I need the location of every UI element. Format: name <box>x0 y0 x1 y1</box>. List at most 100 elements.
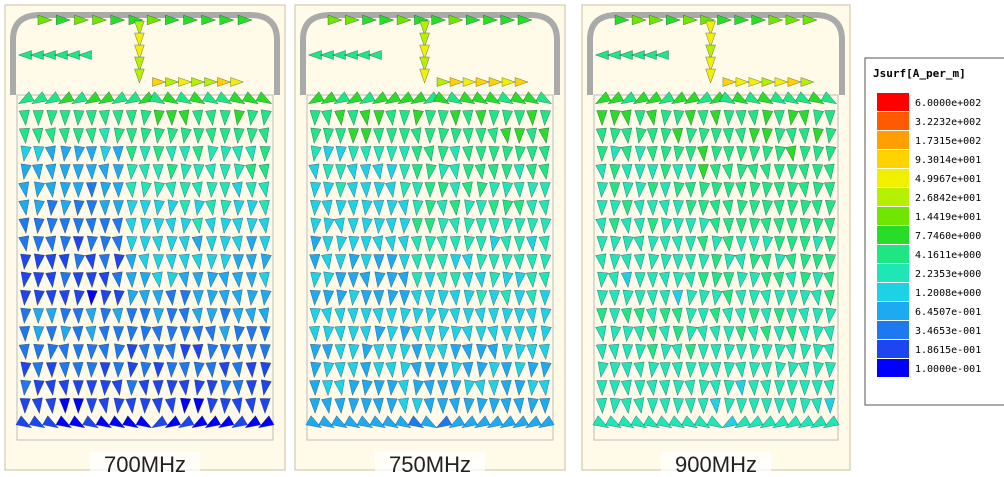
current-arrow <box>165 14 180 26</box>
current-arrow <box>166 236 178 252</box>
current-arrow <box>153 146 165 162</box>
current-arrow <box>411 398 423 414</box>
current-arrow <box>620 145 632 162</box>
legend-label: 1.0000e-001 <box>915 364 981 375</box>
current-arrow <box>309 308 321 324</box>
current-arrow <box>633 217 645 234</box>
current-arrow <box>98 271 110 288</box>
current-arrow <box>448 217 460 234</box>
current-arrow <box>769 91 787 105</box>
current-arrow <box>165 181 177 198</box>
current-arrow <box>497 91 514 105</box>
current-arrow <box>622 289 634 306</box>
current-arrow <box>126 344 138 360</box>
current-arrow <box>696 325 708 342</box>
current-arrow <box>812 253 824 270</box>
current-arrow <box>58 91 75 105</box>
current-arrow <box>139 236 151 252</box>
current-arrow <box>540 217 552 234</box>
current-arrow <box>114 343 126 360</box>
current-arrow <box>614 14 630 26</box>
current-arrow <box>621 127 632 144</box>
current-arrow <box>164 415 182 429</box>
current-arrow <box>419 20 430 36</box>
current-arrow <box>320 91 338 105</box>
current-arrow <box>259 236 271 252</box>
current-arrow <box>33 344 45 360</box>
current-arrow <box>474 415 491 429</box>
current-arrow <box>234 109 245 126</box>
current-arrow <box>219 344 231 360</box>
current-arrow <box>207 397 219 414</box>
current-arrow <box>20 163 32 180</box>
current-arrow <box>85 307 97 324</box>
current-arrow <box>207 145 219 162</box>
current-arrow <box>234 325 245 342</box>
current-arrow <box>140 181 152 198</box>
current-arrow <box>825 362 836 378</box>
current-arrow <box>334 362 346 378</box>
current-arrow <box>527 181 539 198</box>
current-arrow <box>245 145 257 162</box>
current-arrow <box>620 253 632 270</box>
current-arrow <box>722 77 737 87</box>
current-arrow <box>321 199 333 216</box>
current-arrow <box>178 271 190 288</box>
current-arrow <box>474 379 486 396</box>
current-arrow <box>424 290 436 306</box>
current-arrow <box>140 217 152 234</box>
current-arrow <box>60 307 72 324</box>
current-arrow <box>138 289 150 306</box>
legend-label: 3.4653e-001 <box>915 326 981 337</box>
current-arrow <box>135 415 152 429</box>
current-arrow <box>258 217 270 234</box>
current-arrow <box>759 415 777 429</box>
current-arrow <box>60 235 72 252</box>
current-arrow <box>140 127 152 144</box>
current-arrow <box>18 235 30 252</box>
current-arrow <box>785 397 797 414</box>
current-arrow <box>321 253 332 270</box>
current-arrow <box>698 127 710 144</box>
current-arrow <box>347 218 359 234</box>
current-arrow <box>397 271 409 288</box>
current-arrow <box>100 235 112 252</box>
current-arrow <box>45 290 57 306</box>
current-arrow <box>823 271 835 288</box>
current-arrow <box>786 164 798 180</box>
current-arrow <box>672 326 684 342</box>
current-arrow <box>812 217 824 234</box>
current-arrow <box>346 163 358 180</box>
current-arrow <box>113 289 125 306</box>
current-arrow <box>72 344 84 360</box>
current-arrow <box>722 307 733 324</box>
current-arrow <box>360 128 372 144</box>
current-arrow <box>760 253 772 270</box>
current-arrow <box>462 164 474 180</box>
current-arrow <box>308 325 320 342</box>
current-arrow <box>646 307 657 324</box>
current-arrow <box>748 308 760 324</box>
current-arrow <box>538 199 550 216</box>
current-arrow <box>617 415 635 429</box>
current-arrow <box>813 109 824 126</box>
current-arrow <box>775 253 786 270</box>
current-arrow <box>138 253 150 270</box>
current-arrow <box>217 77 231 87</box>
current-arrow <box>450 254 462 270</box>
current-arrow <box>659 182 671 198</box>
current-arrow <box>178 253 190 270</box>
current-arrow <box>525 307 537 324</box>
current-arrow <box>476 397 488 414</box>
current-arrow <box>648 235 659 252</box>
current-arrow <box>813 343 824 360</box>
current-arrow <box>207 289 218 306</box>
current-arrow <box>333 91 350 105</box>
current-arrow <box>323 145 335 162</box>
current-arrow <box>98 163 110 180</box>
current-arrow <box>705 32 716 48</box>
current-arrow <box>33 289 45 306</box>
current-arrow <box>723 326 735 342</box>
current-arrow <box>72 380 84 396</box>
current-arrow <box>165 77 179 87</box>
